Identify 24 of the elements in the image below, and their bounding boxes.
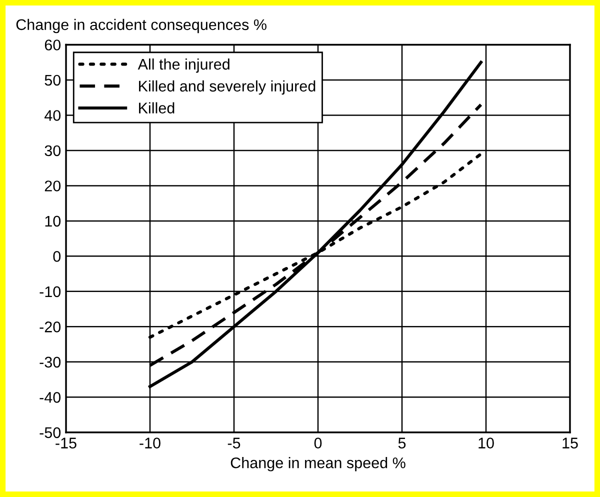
y-tick-label: 50	[44, 74, 61, 86]
x-tick-label: 15	[562, 438, 578, 448]
y-tick-label: -40	[40, 392, 61, 403]
x-tick-label: -10	[140, 438, 160, 448]
y-tick-label: -30	[40, 356, 61, 368]
x-tick-label: -5	[228, 438, 240, 448]
y-tick-label: -10	[40, 286, 61, 298]
x-tick-label: 0	[314, 438, 322, 448]
y-tick-label: -50	[40, 427, 61, 438]
x-tick-label: -15	[56, 438, 76, 448]
legend-label: Killed	[139, 102, 174, 114]
y-tick-label: 0	[53, 251, 61, 262]
y-axis-title: Change in accident consequences %	[16, 18, 266, 34]
legend-label: Killed and severely injured	[139, 80, 316, 95]
legend-label: All the injured	[138, 58, 230, 73]
y-tick-label: -20	[40, 322, 61, 332]
y-tick-label: 60	[44, 40, 61, 50]
x-axis-title: Change in mean speed %	[230, 457, 406, 472]
y-tick-label: 40	[44, 110, 61, 121]
y-tick-label: 10	[45, 216, 61, 227]
x-tick-label: 10	[478, 438, 494, 448]
x-tick-label: 5	[398, 438, 406, 448]
y-tick-label: 20	[44, 180, 61, 192]
y-tick-label: 30	[44, 145, 61, 156]
